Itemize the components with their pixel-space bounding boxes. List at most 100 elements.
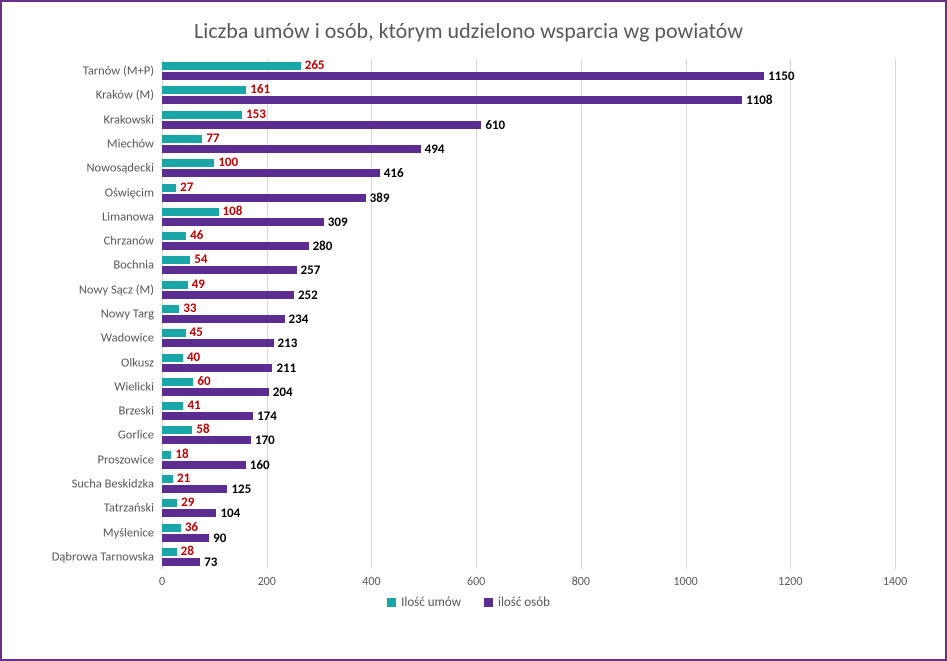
value-label-osob: 610 (485, 118, 505, 133)
value-label-umow: 265 (305, 58, 325, 73)
row-group: Oświęcim27389 (162, 180, 895, 204)
bar-umow (162, 281, 188, 289)
bar-umow (162, 256, 190, 264)
category-label: Gorlice (118, 428, 162, 443)
plot-area: 0200400600800100012001400Tarnów (M+P)265… (162, 59, 895, 589)
row-group: Chrzanów46280 (162, 229, 895, 253)
row-group: Kraków (M)1611108 (162, 83, 895, 107)
bar-umow (162, 378, 193, 386)
x-axis-tick-label: 1000 (673, 575, 697, 589)
bar-osob (162, 96, 742, 104)
category-label: Limanowa (102, 209, 162, 224)
value-label-umow: 46 (190, 228, 203, 243)
row-group: Myślenice3690 (162, 520, 895, 544)
value-label-umow: 29 (181, 495, 194, 510)
row-group: Gorlice58170 (162, 423, 895, 447)
value-label-osob: 1150 (768, 69, 794, 84)
row-group: Nowy Sącz (M)49252 (162, 278, 895, 302)
bar-umow (162, 475, 173, 483)
bar-osob (162, 315, 285, 323)
category-label: Brzeski (119, 404, 162, 419)
bar-umow (162, 524, 181, 532)
category-label: Miechów (107, 136, 162, 151)
category-label: Krakowski (104, 112, 162, 127)
x-axis-tick-label: 1200 (778, 575, 802, 589)
row-group: Dąbrowa Tarnowska2873 (162, 545, 895, 569)
category-label: Bochnia (113, 258, 162, 273)
value-label-umow: 161 (250, 82, 270, 97)
row-group: Tarnów (M+P)2651150 (162, 59, 895, 83)
legend-label-osob: ilość osób (498, 595, 550, 610)
value-label-umow: 54 (194, 252, 207, 267)
row-group: Nowy Targ33234 (162, 302, 895, 326)
value-label-osob: 90 (213, 531, 226, 546)
value-label-umow: 153 (246, 107, 266, 122)
bar-osob (162, 242, 309, 250)
value-label-osob: 416 (384, 166, 404, 181)
bar-osob (162, 218, 324, 226)
legend-label-umow: Ilość umów (401, 595, 461, 610)
legend-item-umow: Ilość umów (387, 595, 461, 610)
row-group: Miechów77494 (162, 132, 895, 156)
bar-umow (162, 451, 171, 459)
bar-umow (162, 159, 214, 167)
legend-swatch-umow (387, 598, 396, 607)
bar-osob (162, 145, 421, 153)
bar-osob (162, 558, 200, 566)
category-label: Dąbrowa Tarnowska (52, 549, 162, 564)
value-label-osob: 211 (276, 361, 296, 376)
category-label: Nowy Sącz (M) (79, 282, 162, 297)
bar-umow (162, 208, 219, 216)
value-label-osob: 389 (370, 191, 390, 206)
legend-swatch-osob (484, 598, 493, 607)
value-label-umow: 60 (197, 374, 210, 389)
bar-osob (162, 169, 380, 177)
bar-osob (162, 534, 209, 542)
category-label: Chrzanów (104, 234, 162, 249)
bar-osob (162, 266, 297, 274)
bar-umow (162, 305, 179, 313)
bar-umow (162, 184, 176, 192)
bar-umow (162, 111, 242, 119)
bar-osob (162, 388, 269, 396)
category-label: Proszowice (97, 452, 162, 467)
row-group: Wielicki60204 (162, 375, 895, 399)
row-group: Bochnia54257 (162, 253, 895, 277)
category-label: Oświęcim (105, 185, 162, 200)
value-label-osob: 309 (328, 215, 348, 230)
value-label-umow: 33 (183, 301, 196, 316)
category-label: Kraków (M) (96, 88, 162, 103)
value-label-osob: 257 (301, 263, 321, 278)
value-label-umow: 108 (223, 204, 243, 219)
row-group: Wadowice45213 (162, 326, 895, 350)
bar-umow (162, 354, 183, 362)
value-label-umow: 100 (218, 155, 238, 170)
x-axis-tick-label: 200 (258, 575, 276, 589)
chart-title: Liczba umów i osób, którym udzielono wsp… (12, 17, 925, 44)
bar-umow (162, 232, 186, 240)
category-label: Olkusz (121, 355, 162, 370)
bar-osob (162, 72, 764, 80)
x-axis-tick-label: 600 (467, 575, 485, 589)
bar-osob (162, 412, 253, 420)
value-label-osob: 280 (313, 239, 333, 254)
chart-container: Liczba umów i osób, którym udzielono wsp… (0, 0, 947, 661)
row-group: Proszowice18160 (162, 448, 895, 472)
value-label-osob: 234 (289, 312, 309, 327)
value-label-umow: 28 (181, 544, 194, 559)
bar-osob (162, 509, 216, 517)
bar-osob (162, 121, 481, 129)
value-label-umow: 27 (180, 180, 193, 195)
row-group: Brzeski41174 (162, 399, 895, 423)
x-axis-tick-label: 800 (572, 575, 590, 589)
legend: Ilość umów ilość osób (12, 595, 925, 611)
grid-line (895, 59, 896, 569)
value-label-umow: 21 (177, 471, 190, 486)
legend-item-osob: ilość osób (484, 595, 550, 610)
bar-umow (162, 402, 183, 410)
bar-osob (162, 461, 246, 469)
bar-umow (162, 499, 177, 507)
bar-umow (162, 62, 301, 70)
value-label-osob: 204 (273, 385, 293, 400)
bar-osob (162, 436, 251, 444)
